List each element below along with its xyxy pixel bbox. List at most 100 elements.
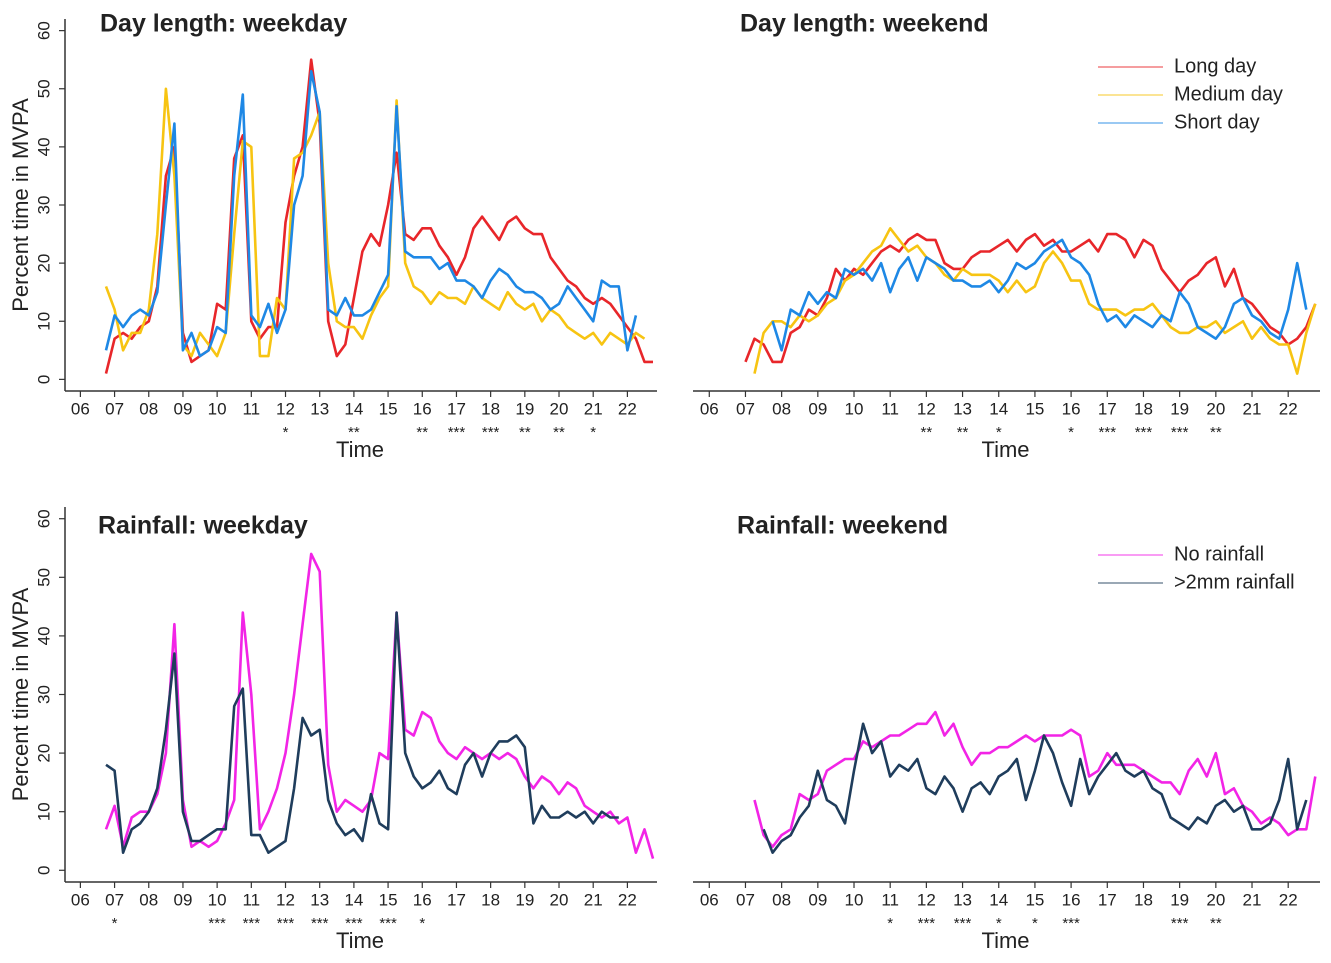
x-tick-label: 14 — [344, 399, 363, 418]
significance-stars: *** — [482, 424, 500, 441]
series-line — [771, 238, 1308, 352]
x-tick-label: 16 — [1062, 399, 1081, 418]
x-tick-label: 20 — [550, 890, 569, 909]
x-tick-label: 09 — [808, 890, 827, 909]
series-line — [104, 87, 646, 358]
x-tick-label: 08 — [139, 890, 158, 909]
chart-title: Rainfall: weekday — [98, 512, 308, 540]
series-line — [753, 227, 1317, 375]
x-tick-label: 12 — [917, 890, 936, 909]
x-tick-label: 13 — [953, 890, 972, 909]
x-tick-label: 22 — [618, 399, 637, 418]
x-tick-label: 07 — [736, 890, 755, 909]
x-tick-label: 18 — [1134, 890, 1153, 909]
x-tick-label: 06 — [71, 890, 90, 909]
series-line — [104, 70, 638, 358]
x-axis-title: Time — [981, 437, 1029, 462]
x-tick-label: 08 — [139, 399, 158, 418]
y-axis-title: Percent time in MVPA — [8, 98, 33, 312]
x-tick-label: 12 — [917, 399, 936, 418]
y-tick-label: 10 — [34, 312, 53, 331]
legend-label: No rainfall — [1174, 543, 1264, 565]
x-tick-label: 14 — [989, 890, 1008, 909]
x-tick-label: 11 — [242, 890, 260, 909]
significance-stars: * — [590, 424, 596, 441]
x-tick-label: 10 — [208, 399, 227, 418]
x-tick-label: 13 — [953, 399, 972, 418]
x-tick-label: 21 — [584, 890, 603, 909]
x-tick-label: 17 — [1098, 890, 1117, 909]
x-tick-label: 20 — [1206, 399, 1225, 418]
x-tick-label: 09 — [173, 399, 192, 418]
x-tick-label: 09 — [808, 399, 827, 418]
y-tick-label: 50 — [34, 568, 53, 587]
significance-stars: * — [996, 424, 1002, 441]
significance-stars: * — [112, 915, 118, 932]
y-tick-label: 30 — [34, 196, 53, 215]
chart-title: Day length: weekend — [740, 10, 989, 38]
significance-stars: ** — [921, 424, 933, 441]
chart-title: Rainfall: weekend — [737, 512, 948, 540]
series-line — [105, 611, 619, 854]
x-tick-label: 16 — [413, 399, 432, 418]
significance-stars: *** — [243, 915, 261, 932]
legend-label: >2mm rainfall — [1174, 571, 1295, 593]
x-tick-label: 18 — [481, 399, 500, 418]
x-tick-label: 08 — [772, 890, 791, 909]
x-tick-label: 19 — [1170, 890, 1189, 909]
significance-stars: * — [419, 915, 425, 932]
y-tick-label: 40 — [34, 626, 53, 645]
x-tick-label: 06 — [700, 890, 719, 909]
x-tick-label: 12 — [276, 890, 295, 909]
significance-stars: *** — [1171, 915, 1189, 932]
x-tick-label: 22 — [618, 890, 637, 909]
y-tick-label: 0 — [34, 866, 53, 875]
x-tick-label: 17 — [447, 890, 466, 909]
series-line — [104, 552, 655, 859]
x-tick-label: 15 — [1025, 890, 1044, 909]
x-tick-label: 13 — [310, 399, 329, 418]
x-axis-title: Time — [336, 928, 384, 953]
significance-stars: *** — [379, 915, 397, 932]
significance-stars: *** — [918, 915, 936, 932]
significance-stars: *** — [1099, 424, 1117, 441]
x-tick-label: 21 — [584, 399, 603, 418]
significance-stars: *** — [1171, 424, 1189, 441]
x-tick-label: 18 — [481, 890, 500, 909]
significance-stars: ** — [416, 424, 428, 441]
significance-stars: ** — [348, 424, 360, 441]
x-tick-label: 16 — [413, 890, 432, 909]
x-axis-title: Time — [981, 928, 1029, 953]
y-tick-label: 50 — [34, 79, 53, 98]
x-tick-label: 16 — [1062, 890, 1081, 909]
x-tick-label: 19 — [1170, 399, 1189, 418]
significance-stars: ** — [1210, 424, 1222, 441]
x-tick-label: 13 — [310, 890, 329, 909]
x-tick-label: 12 — [276, 399, 295, 418]
x-tick-label: 08 — [772, 399, 791, 418]
significance-stars: ** — [957, 424, 969, 441]
x-tick-label: 09 — [173, 890, 192, 909]
chart-title: Day length: weekday — [100, 10, 347, 38]
x-tick-label: 18 — [1134, 399, 1153, 418]
significance-stars: * — [1032, 915, 1038, 932]
significance-stars: *** — [311, 915, 329, 932]
x-tick-label: 19 — [515, 399, 534, 418]
y-tick-label: 60 — [34, 21, 53, 40]
significance-stars: ** — [553, 424, 565, 441]
x-tick-label: 17 — [447, 399, 466, 418]
x-tick-label: 11 — [881, 399, 899, 418]
significance-stars: *** — [345, 915, 363, 932]
x-tick-label: 15 — [379, 890, 398, 909]
x-tick-label: 19 — [515, 890, 534, 909]
y-axis-title: Percent time in MVPA — [8, 587, 33, 801]
y-tick-label: 20 — [34, 744, 53, 763]
significance-stars: *** — [277, 915, 295, 932]
legend-label: Short day — [1174, 111, 1260, 133]
series-line — [104, 58, 653, 374]
x-axis-title: Time — [336, 437, 384, 462]
x-tick-label: 22 — [1279, 890, 1298, 909]
x-tick-label: 06 — [700, 399, 719, 418]
significance-stars: * — [996, 915, 1002, 932]
y-tick-label: 30 — [34, 685, 53, 704]
